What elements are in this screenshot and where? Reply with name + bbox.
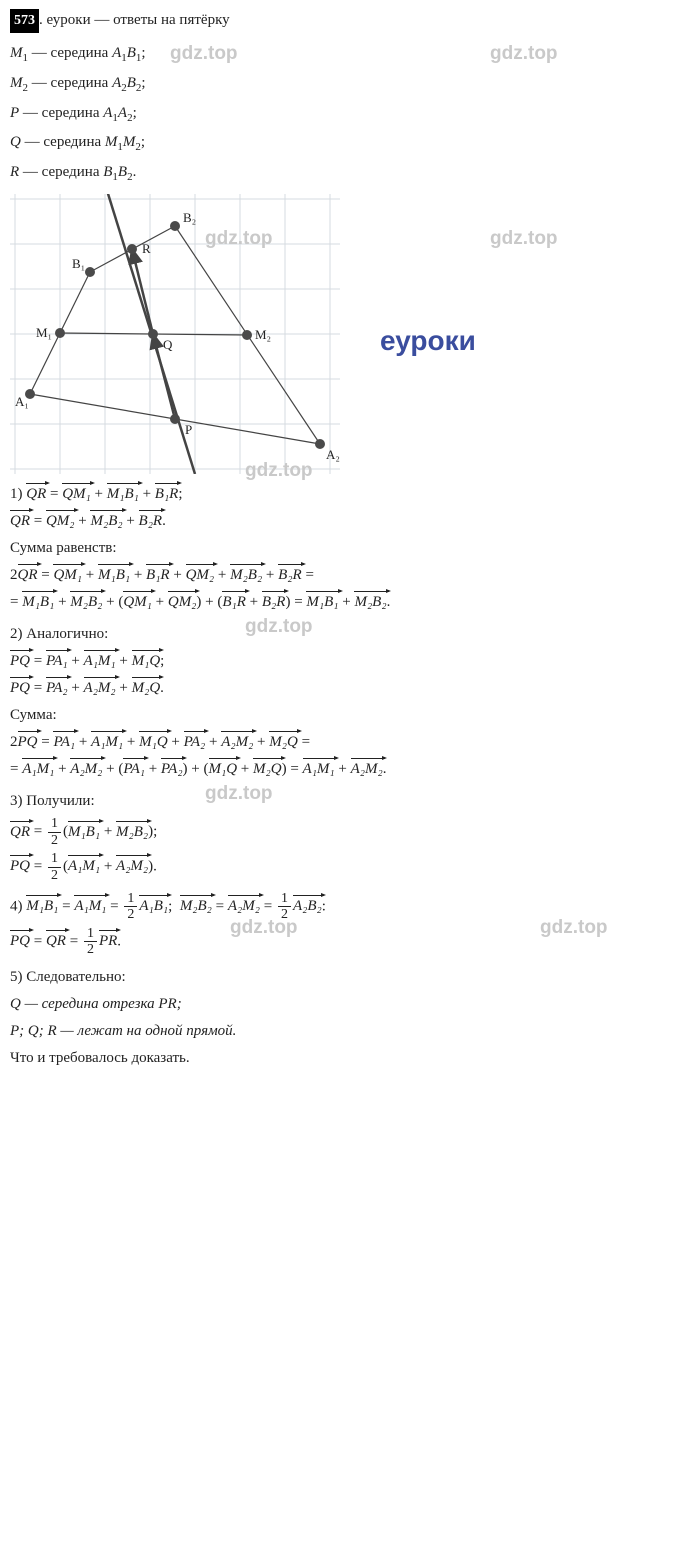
text-2: 2) Аналогично:	[10, 622, 673, 646]
header-title: . еуроки — ответы на пятёрку	[39, 12, 230, 28]
text-pqr: P; Q; R — лежат на одной прямой.	[10, 1019, 673, 1043]
svg-text:Q: Q	[163, 337, 173, 352]
svg-text:B₂: B₂	[183, 210, 196, 225]
text-qmid: Q — середина отрезка PR;	[10, 992, 673, 1016]
eq-1d: gdz.top = M₁B₁ + M₂B₂ + (QM₁ + QM₂) + (B…	[10, 590, 673, 614]
geometry-diagram: A₁ B₁ B₂ A₂ M₁ M₂ P Q R	[10, 194, 340, 474]
given-line-1: M1 — середина A1B1;	[10, 41, 673, 68]
text-sum-eq: Сумма равенств:	[10, 536, 673, 560]
given-line-5: R — середина B1B2.	[10, 160, 673, 187]
svg-text:A₂: A₂	[326, 447, 340, 462]
eq-2d: gdz.top = A₁M₁ + A₂M₂ + (PA₁ + PA₂) + (M…	[10, 757, 673, 781]
eq-2b: PQ = PA₂ + A₂M₂ + M₂Q.	[10, 676, 673, 700]
eq-2a: PQ = PA₁ + A₁M₁ + M₁Q;	[10, 649, 673, 673]
eq-1a: 1) QR = QM₁ + M₁B₁ + B₁R;	[10, 482, 673, 506]
watermark: gdz.top	[490, 224, 558, 254]
eq-3a: QR = 12(M₁B₁ + M₂B₂);	[10, 816, 673, 848]
text-5: 5) Следовательно:	[10, 965, 673, 989]
svg-text:M₂: M₂	[255, 327, 271, 342]
given-line-2: M2 — середина A2B2;	[10, 71, 673, 98]
svg-text:A₁: A₁	[15, 394, 29, 409]
eq-1c: 2QR = QM₁ + M₁B₁ + B₁R + QM₂ + M₂B₂ + B₂…	[10, 563, 673, 587]
svg-text:P: P	[185, 422, 192, 437]
svg-text:B₁: B₁	[72, 256, 85, 271]
eq-1b: QR = QM₂ + M₂B₂ + B₂R.	[10, 509, 673, 533]
eq-4a: 4) M₁B₁ = A₁M₁ = 12A₁B₁; M₂B₂ = A₂M₂ = 1…	[10, 891, 673, 923]
eq-4b: PQ = QR = 12PR.	[10, 926, 673, 958]
given-line-3: P — середина A1A2;	[10, 101, 673, 128]
svg-text:R: R	[142, 241, 151, 256]
text-3: 3) Получили:	[10, 789, 673, 813]
brand-watermark: еуроки	[380, 319, 476, 364]
eq-3b: PQ = 12(A₁M₁ + A₂M₂).	[10, 851, 673, 883]
given-line-4: Q — середина M1M2;	[10, 130, 673, 157]
svg-text:M₁: M₁	[36, 325, 52, 340]
text-qed: Что и требовалось доказать.	[10, 1046, 673, 1070]
text-sum: Сумма:	[10, 703, 673, 727]
eq-2c: 2PQ = PA₁ + A₁M₁ + M₁Q + PA₂ + A₂M₂ + M₂…	[10, 730, 673, 754]
problem-number-badge: 573	[10, 9, 39, 33]
header: 573. еуроки — ответы на пятёрку	[10, 8, 673, 33]
